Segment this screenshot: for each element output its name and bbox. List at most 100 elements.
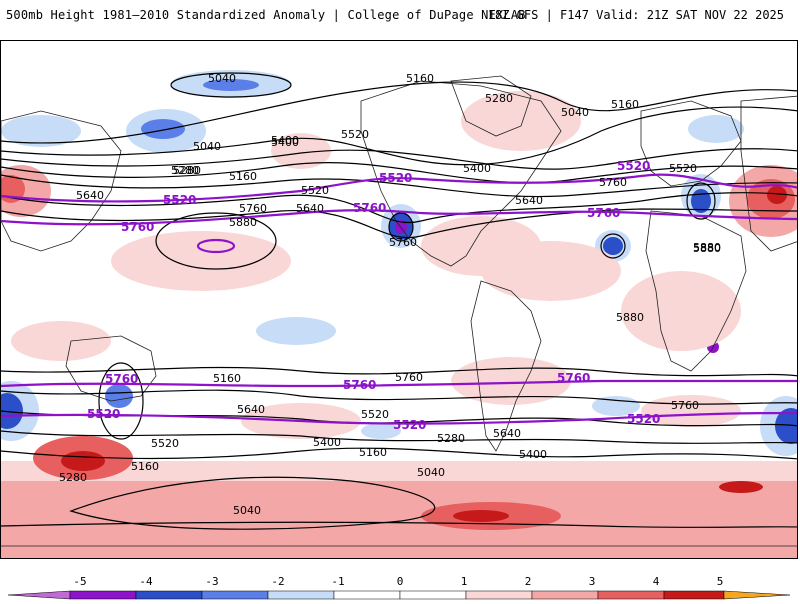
contour-label: 5160 [213,372,241,385]
contour-label: 5760 [599,176,627,189]
height-contour [1,447,797,460]
contour-label: 5520 [669,162,697,175]
anomaly-map[interactable]: 5040 5160 5280 5400 5520 5640 5760 5880 … [0,40,798,559]
purple-contour [1,209,797,226]
height-contour [686,182,716,220]
contour-label: 5160 [359,446,387,459]
colorbar-tick-label: 0 [397,575,404,588]
south-america-outline [470,280,542,452]
contour-label: 5040 [193,140,221,153]
height-contour [170,72,292,98]
colorbar-tick-label: -3 [205,575,218,588]
contour-label: 5400 [271,134,299,147]
contour-label: 5760 [239,202,267,215]
contour-label: 5880 [693,241,721,254]
map-title: 500mb Height 1981–2010 Standardized Anom… [6,8,526,22]
thickness-label: 5520 [379,171,412,185]
colorbar-tick-label: 1 [461,575,468,588]
asia-east-outline [740,95,797,252]
colorbar-arrow-right [723,590,791,600]
contour-label: 5040 [417,466,445,479]
model-run-info: 18Z GFS | F147 Valid: 21Z SAT NOV 22 202… [487,8,784,22]
negative-anomaly-region [688,115,744,143]
thickness-label: 5760 [121,220,154,234]
contour-label: 5040 [208,72,236,85]
contour-label: 5280 [171,164,199,177]
contour-label: 5880 [616,311,644,324]
contour-label: 5880 [693,242,721,255]
contour-label: 5400 [519,448,547,461]
colorbar-swatch [597,590,665,600]
colorbar-swatch [531,590,599,600]
anomaly-shading [1,70,797,558]
thickness-label: 5760 [105,372,138,386]
height-contour [155,212,277,270]
height-contour [98,362,144,440]
map-svg: 5040 5160 5280 5400 5520 5640 5760 5880 … [1,70,797,558]
contour-label: 5160 [131,460,159,473]
negative-anomaly-region [203,79,259,91]
negative-anomaly-region [603,237,623,255]
colorbar-tick-label: -5 [73,575,86,588]
colorbar-swatch [333,590,401,600]
purple-contour [1,379,797,388]
colorbar-ticks: -5 -4 -3 -2 -1 0 1 2 3 4 5 [73,575,723,588]
contour-label: 5400 [313,436,341,449]
thickness-label: 5520 [393,418,426,432]
positive-anomaly-region [719,481,763,493]
thickness-label: 5760 [343,378,376,392]
contour-label: 5040 [561,106,589,119]
thickness-label: 5520 [617,159,650,173]
colorbar-swatch [267,590,335,600]
height-contour [1,192,797,224]
colorbar-tick-label: 3 [589,575,596,588]
contour-label: 5760 [395,371,423,384]
contour-label: 5640 [515,194,543,207]
positive-anomaly-region [61,451,105,471]
contour-label: 5640 [493,427,521,440]
purple-contour [1,411,797,425]
colorbar-swatch [663,590,725,600]
thickness-label: 5520 [627,412,660,426]
negative-anomaly-region [775,408,797,444]
coastlines [1,75,797,547]
positive-anomaly-region [621,271,741,351]
negative-anomaly-region [141,119,185,139]
positive-anomaly-region [453,510,509,522]
negative-anomaly-region [361,423,401,439]
positive-anomaly-region [481,241,621,301]
colorbar-arrow-left [7,590,71,600]
contour-label: 5640 [237,403,265,416]
negative-anomaly-region [1,393,23,429]
height-contour [1,430,797,444]
header: 500mb Height 1981–2010 Standardized Anom… [0,0,800,40]
australia-outline [65,335,157,402]
height-contour [1,521,797,528]
contour-label: 5640 [76,189,104,202]
contour-label: 5640 [296,202,324,215]
colorbar-tick-label: 4 [653,575,660,588]
positive-anomaly-region [767,186,787,204]
height-contour [69,476,436,530]
contour-label: 5160 [406,72,434,85]
height-contour [1,148,797,170]
contour-label: 5520 [151,437,179,450]
contour-label: 5280 [59,471,87,484]
height-contour [600,233,626,259]
positive-anomaly-region [111,231,291,291]
thickness-label: 5760 [557,371,590,385]
positive-anomaly-region [461,91,581,151]
contour-label: 5280 [485,92,513,105]
colorbar-tick-label: -2 [271,575,284,588]
colorbar-tick-label: -1 [331,575,344,588]
height-contour [1,174,797,198]
contour-label: 5520 [301,184,329,197]
colorbar-svg: -5 -4 -3 -2 -1 0 1 2 3 4 5 [7,575,791,600]
positive-anomaly-region [11,321,111,361]
contour-label: 5280 [173,164,201,177]
contour-label: 5280 [437,432,465,445]
thickness-labels: 5520 5760 5520 5760 5520 5760 5760 5520 … [87,159,660,432]
purple-contour [196,238,236,254]
colorbar-swatch [399,590,467,600]
contour-label: 5040 [233,504,261,517]
